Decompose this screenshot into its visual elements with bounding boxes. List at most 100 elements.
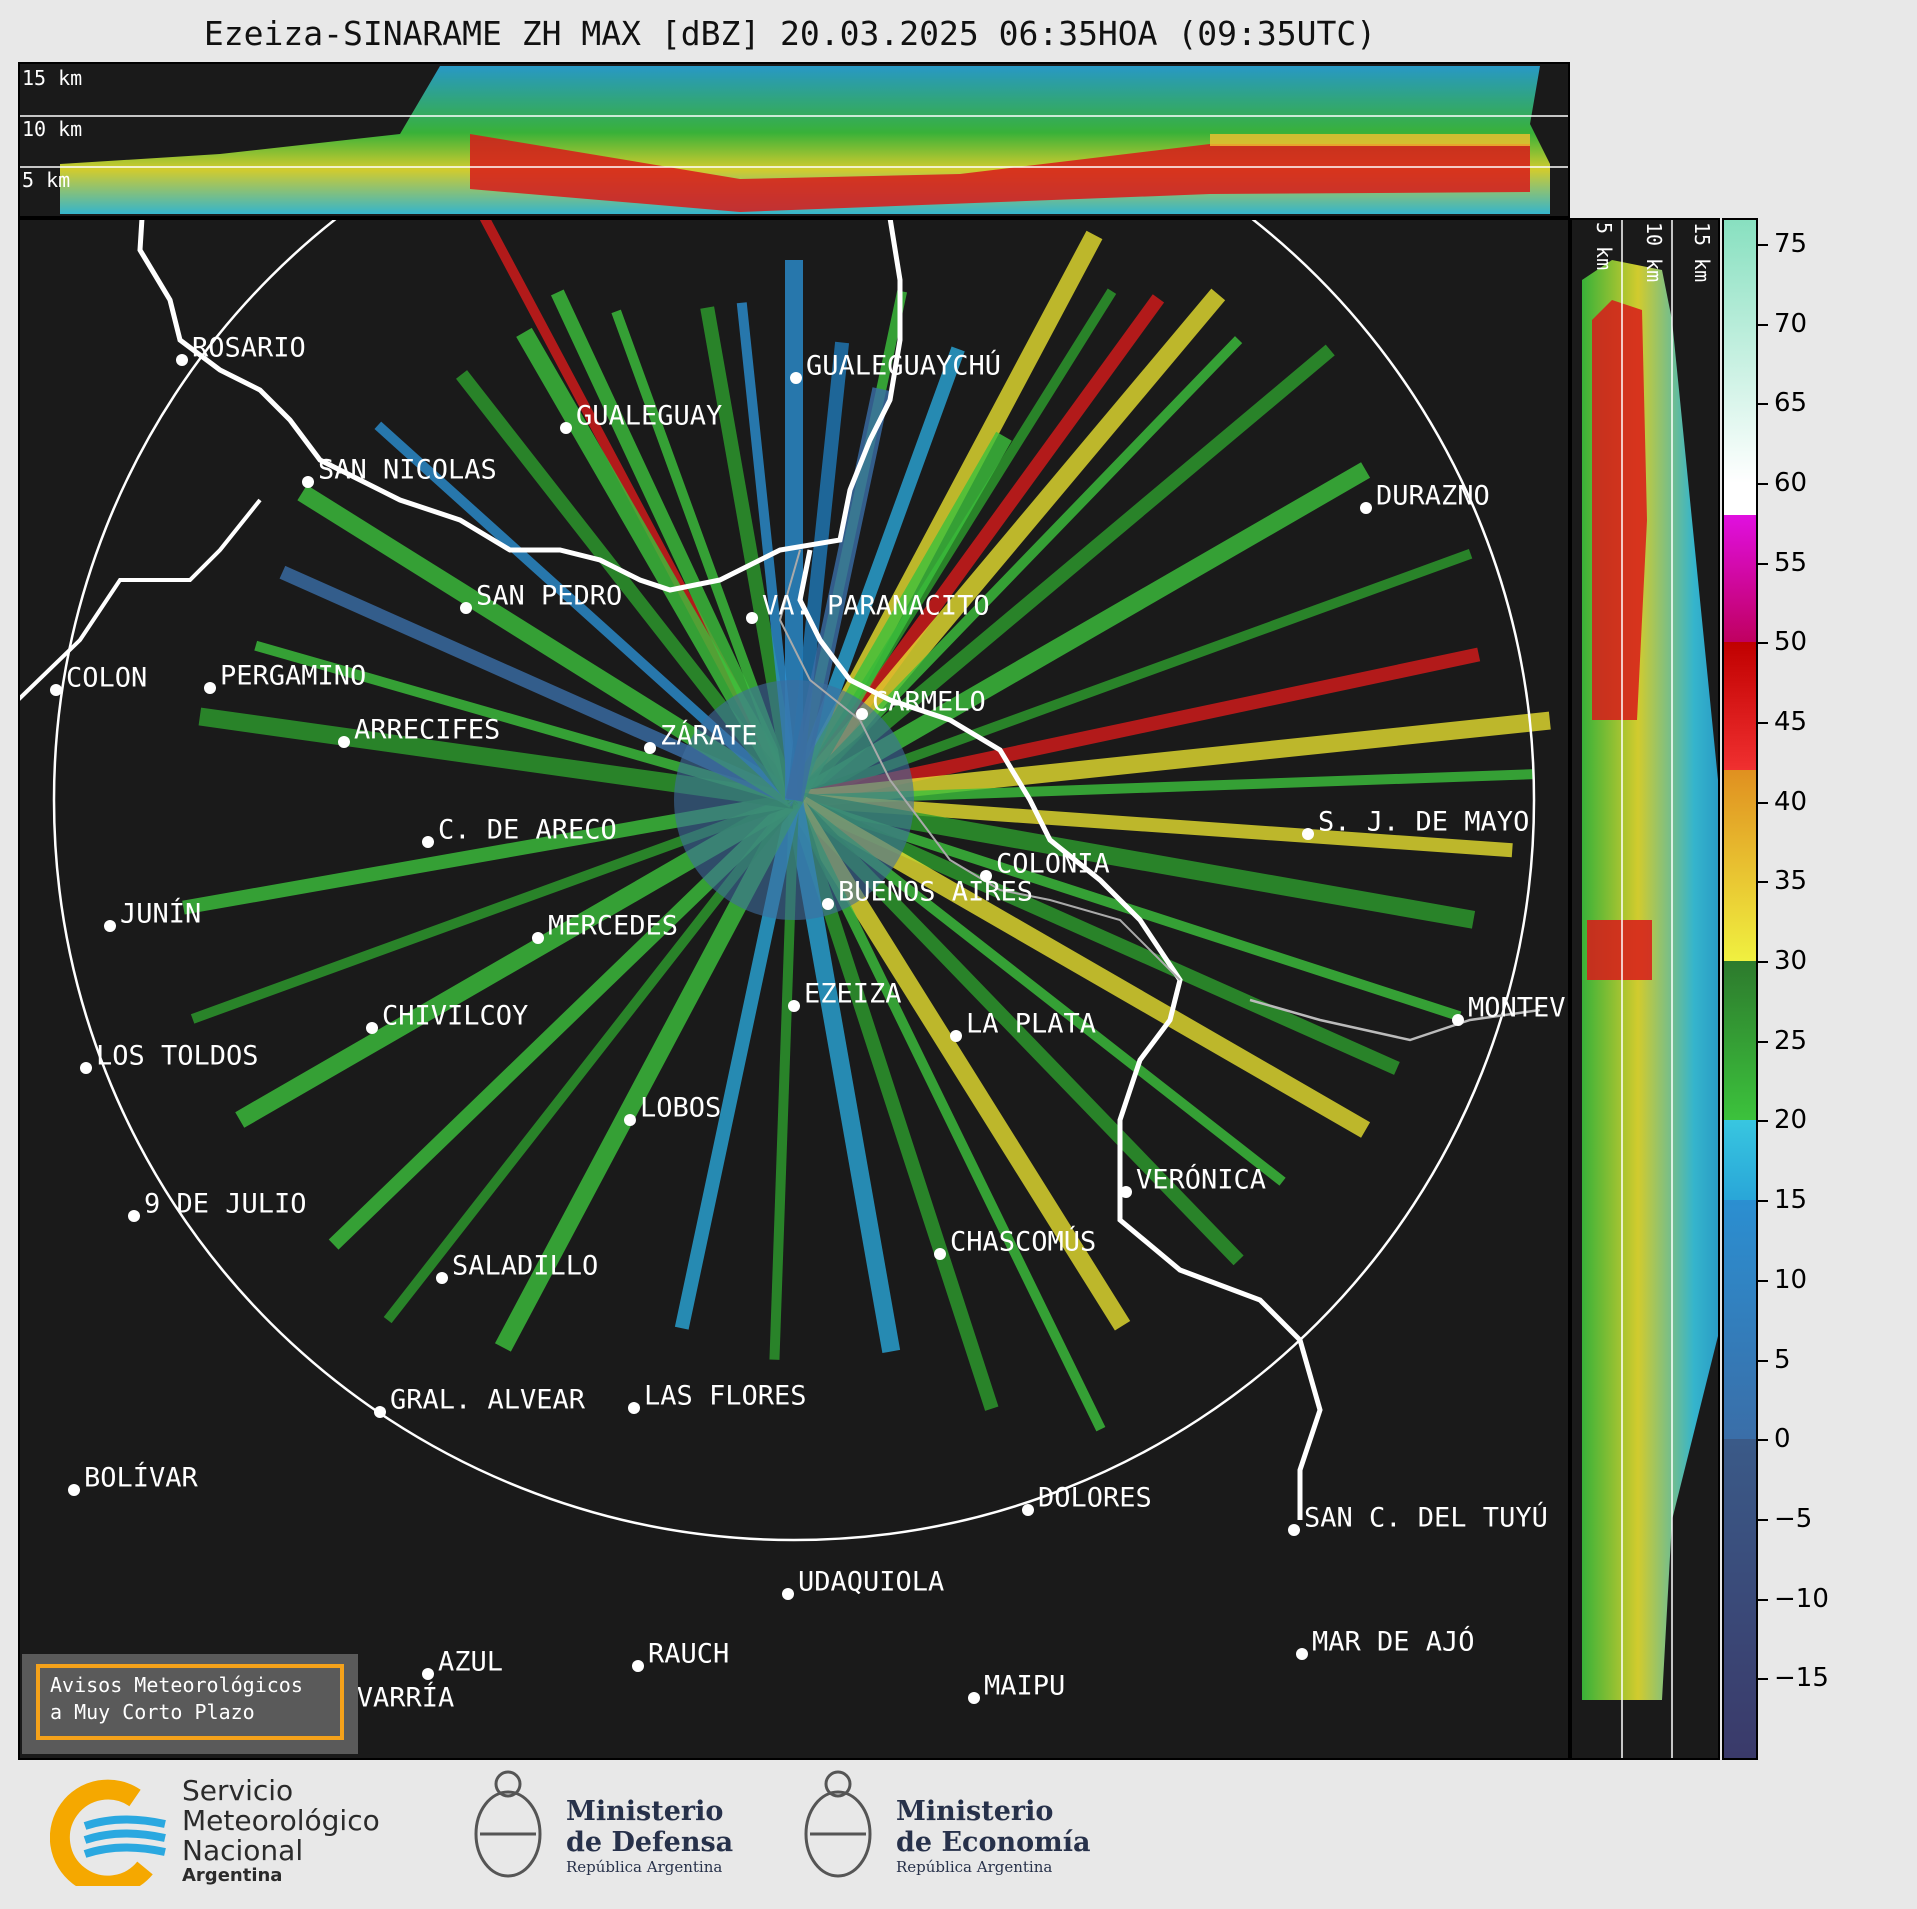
economia-title: Ministerio de Economía — [896, 1796, 1090, 1858]
colorbar-tick-label: 30 — [1774, 946, 1808, 977]
city-marker-maipu — [968, 1692, 980, 1704]
colorbar-tick-label: 25 — [1774, 1025, 1808, 1056]
smn-line-1: Servicio — [182, 1774, 294, 1807]
city-label-gualeguaychu: GUALEGUAYCHÚ — [806, 350, 1002, 382]
colorbar-tick-label: −10 — [1774, 1583, 1829, 1614]
colorbar-tick — [1758, 562, 1768, 565]
smn-line-3: Nacional — [182, 1834, 304, 1867]
city-label-chivilcoy: CHIVILCOY — [382, 1000, 529, 1032]
side-cross-section-panel: 5 km 10 km 15 km — [1570, 218, 1720, 1760]
city-label-rosario: ROSARIO — [192, 332, 306, 364]
city-marker-san-c-del-tuyu — [1288, 1524, 1300, 1536]
city-label-las-flores: LAS FLORES — [644, 1380, 807, 1412]
side-altitude-label-5km: 5 km — [1592, 222, 1616, 271]
city-marker-colonia — [980, 870, 992, 882]
colorbar-band — [1724, 1439, 1756, 1758]
colorbar-tick — [1758, 323, 1768, 326]
city-label-buenos-aires: BUENOS AIRES — [838, 876, 1034, 908]
radar-ray — [793, 793, 1513, 858]
city-marker-veronica — [1120, 1186, 1132, 1198]
colorbar-tick — [1758, 642, 1768, 645]
economia-line-2: de Economía — [896, 1827, 1091, 1858]
colorbar-tick-label: 75 — [1774, 228, 1808, 259]
city-label-zarate: ZÁRATE — [660, 720, 758, 752]
colorbar-band — [1724, 1200, 1756, 1440]
radar-core-clutter — [674, 680, 914, 920]
colorbar-tick — [1758, 881, 1768, 884]
colorbar-band — [1724, 220, 1756, 483]
colorbar-band — [1724, 961, 1756, 1121]
province-border — [778, 549, 1181, 981]
defensa-coat-of-arms-icon — [470, 1762, 546, 1896]
colorbar-tick — [1758, 1359, 1768, 1362]
coastline-river — [137, 220, 903, 593]
top-cross-section-svg — [20, 66, 1568, 214]
radar-map-svg — [20, 220, 1551, 1542]
city-marker-rosario — [176, 354, 188, 366]
altitude-label-10km: 10 km — [22, 117, 83, 141]
city-marker-sj-de-mayo — [1302, 828, 1314, 840]
colorbar-tick — [1758, 1598, 1768, 1601]
colorbar-tick — [1758, 482, 1768, 485]
city-marker-udaquiola — [782, 1588, 794, 1600]
smn-line-4: Argentina — [182, 1865, 283, 1886]
city-label-durazno: DURAZNO — [1376, 480, 1490, 512]
city-marker-junin — [104, 920, 116, 932]
colorbar-tick — [1758, 1279, 1768, 1282]
city-label-la-plata: LA PLATA — [966, 1008, 1097, 1040]
colorbar-tick-label: −5 — [1774, 1503, 1813, 1534]
colorbar-tick — [1758, 1518, 1768, 1521]
side-cross-section-svg — [1582, 220, 1718, 1758]
city-marker-carmelo — [856, 708, 868, 720]
side-altitude-label-15km: 15 km — [1690, 222, 1714, 283]
city-marker-gualeguaychu — [790, 372, 802, 384]
city-marker-dolores — [1022, 1504, 1034, 1516]
city-label-bolivar: BOLÍVAR — [84, 1462, 198, 1494]
map-title: Ezeiza-SINARAME ZH MAX [dBZ] 20.03.2025 … — [203, 14, 1377, 53]
city-label-montevideo: MONTEV — [1468, 992, 1566, 1024]
top-cross-section-panel: 15 km 10 km 5 km — [18, 62, 1570, 218]
colorbar-tick-label: 5 — [1774, 1344, 1791, 1375]
colorbar-tick-label: 50 — [1774, 627, 1808, 658]
colorbar-tick-label: 15 — [1774, 1185, 1808, 1216]
colorbar-band — [1724, 482, 1756, 515]
border-line — [20, 498, 262, 701]
warning-link[interactable]: Avisos Meteorológicos a Muy Corto Plazo — [36, 1664, 344, 1740]
city-label-chascomus: CHASCOMÚS — [950, 1226, 1097, 1258]
colorbar-tick-label: 35 — [1774, 866, 1808, 897]
city-label-gral-alvear: GRAL. ALVEAR — [390, 1384, 586, 1416]
city-label-los-toldos: LOS TOLDOS — [96, 1040, 259, 1072]
colorbar-tick-label: 70 — [1774, 308, 1808, 339]
colorbar-tick-label: 0 — [1774, 1424, 1791, 1455]
city-marker-chivilcoy — [366, 1022, 378, 1034]
altitude-label-5km: 5 km — [22, 168, 71, 192]
colorbar-tick — [1758, 961, 1768, 964]
economia-line-1: Ministerio — [896, 1796, 1054, 1827]
coastline-rio-de-la-plata — [797, 549, 1323, 1520]
city-label-rauch: RAUCH — [648, 1638, 730, 1670]
city-marker-buenos-aires — [822, 898, 834, 910]
side-altitude-label-10km: 10 km — [1642, 222, 1666, 283]
city-label-colon: COLON — [66, 662, 148, 694]
city-marker-gral-alvear — [374, 1406, 386, 1418]
defensa-subtitle: República Argentina — [566, 1858, 723, 1876]
city-marker-durazno — [1360, 502, 1372, 514]
city-label-ezeiza: EZEIZA — [804, 978, 902, 1010]
city-label-san-pedro: SAN PEDRO — [476, 580, 623, 612]
economia-subtitle: República Argentina — [896, 1858, 1053, 1876]
city-label-mar-de-ajo: MAR DE AJÓ — [1312, 1626, 1475, 1658]
city-marker-saladillo — [436, 1272, 448, 1284]
city-marker-mar-de-ajo — [1296, 1648, 1308, 1660]
city-marker-azul — [422, 1668, 434, 1680]
radar-map-panel[interactable]: ROSARIO GUALEGUAYCHÚ GUALEGUAY SAN NICOLAS D… — [18, 218, 1570, 1760]
colorbar-tick — [1758, 243, 1768, 246]
colorbar-band — [1724, 514, 1756, 643]
city-label-colonia: COLONIA — [996, 848, 1110, 880]
city-marker-zarate — [644, 742, 656, 754]
city-marker-nueve-de-julio — [128, 1210, 140, 1222]
radar-ray — [792, 549, 1473, 805]
city-label-maipu: MAIPU — [984, 1670, 1066, 1702]
city-marker-lobos — [624, 1114, 636, 1126]
city-marker-las-flores — [628, 1402, 640, 1414]
smn-logo-icon — [50, 1779, 166, 1886]
